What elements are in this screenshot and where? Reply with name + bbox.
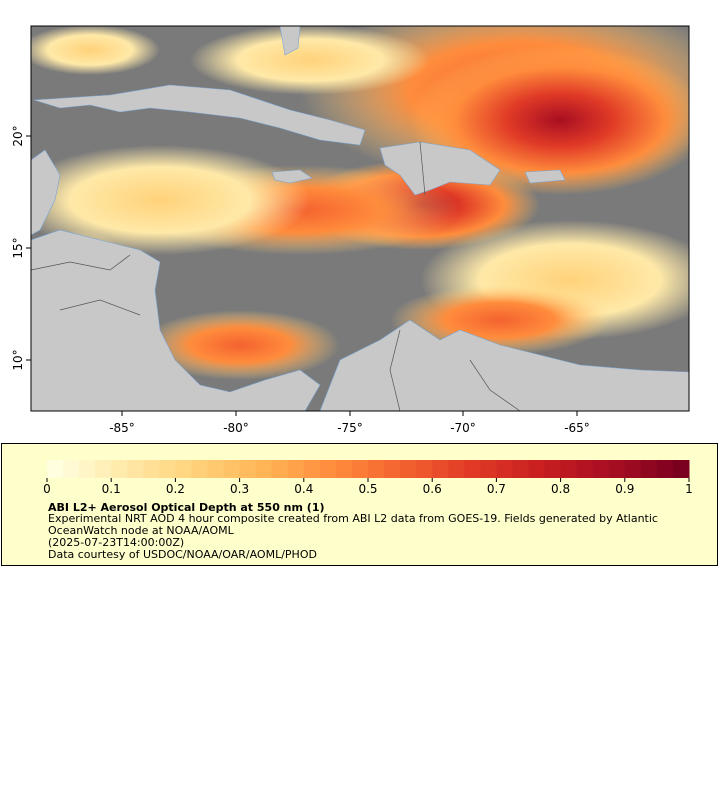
colorbar-tick-label: 0.8 <box>551 482 570 496</box>
jamaica <box>271 169 313 184</box>
yucatan <box>31 149 61 236</box>
colorbar-tick-label: 0.1 <box>102 482 121 496</box>
aod-plume <box>140 310 340 380</box>
border-line <box>31 254 131 271</box>
x-axis: -85° -80° -75° -70° -65° <box>109 411 590 435</box>
legend-timestamp: (2025-07-23T14:00:00Z) <box>48 536 185 549</box>
colorbar-cell <box>656 460 674 478</box>
cuba <box>33 84 366 146</box>
florida-tip <box>279 26 301 56</box>
colorbar-cell <box>464 460 481 478</box>
colorbar-cell <box>544 460 562 478</box>
colorbar-cell <box>640 460 658 478</box>
border-line <box>59 299 141 316</box>
legend-description: Experimental NRT AOD 4 hour composite cr… <box>48 513 688 561</box>
colorbar-cell <box>127 460 144 478</box>
colorbar-tick-label: 0.9 <box>615 482 634 496</box>
x-tick-label: -75° <box>337 421 363 435</box>
colorbar-cell <box>239 460 257 478</box>
colorbar-cell <box>143 460 160 478</box>
x-tick-label: -70° <box>450 421 476 435</box>
colorbar-cell <box>159 460 176 478</box>
colorbar-cell <box>335 460 353 478</box>
colorbar-cell <box>287 460 305 478</box>
colorbar-cell <box>400 460 417 478</box>
x-tick-label: -65° <box>564 421 590 435</box>
colorbar-cell <box>496 460 513 478</box>
colorbar-tick-label: 0.2 <box>166 482 185 496</box>
colorbar-cell <box>672 460 690 478</box>
colorbar-cell <box>175 460 192 478</box>
x-tick-label: -80° <box>223 421 249 435</box>
colorbar-cell <box>303 460 321 478</box>
colorbar: 0 0.1 0.2 0.3 0.4 0.5 0.6 0.7 0.8 0.9 1 <box>43 460 693 496</box>
aod-plume <box>31 145 310 255</box>
colorbar-tick-label: 0.6 <box>423 482 442 496</box>
colorbar-cell <box>368 460 385 478</box>
colorbar-cell <box>63 460 80 478</box>
colorbar-cell <box>319 460 337 478</box>
colorbar-tick-label: 1 <box>685 482 693 496</box>
colorbar-cell <box>592 460 610 478</box>
y-tick-label: 10° <box>11 349 25 370</box>
legend-credit: Data courtesy of USDOC/NOAA/OAR/AOML/PHO… <box>48 548 317 561</box>
colorbar-cell <box>448 460 465 478</box>
colorbar-tick-label: 0.5 <box>358 482 377 496</box>
aod-plume <box>190 26 430 95</box>
legend-desc-text: Experimental NRT AOD 4 hour composite cr… <box>48 512 658 537</box>
map-plot-area <box>31 26 689 411</box>
hispaniola <box>379 141 501 196</box>
colorbar-cell <box>47 460 64 478</box>
central-america <box>31 229 321 411</box>
colorbar-tick-label: 0.4 <box>294 482 313 496</box>
colorbar-cell <box>512 460 529 478</box>
landmasses <box>31 26 689 411</box>
colorbar-cell <box>191 460 208 478</box>
colorbar-cell <box>624 460 642 478</box>
puerto-rico <box>524 169 566 184</box>
border-line <box>419 141 426 196</box>
colorbar-cell <box>384 460 401 478</box>
border-line <box>389 329 401 411</box>
colorbar-ticks: 0 0.1 0.2 0.3 0.4 0.5 0.6 0.7 0.8 0.9 1 <box>43 478 693 496</box>
colorbar-cell <box>480 460 497 478</box>
colorbar-cell <box>79 460 96 478</box>
colorbar-cell <box>528 460 546 478</box>
colorbar-cell <box>207 460 225 478</box>
colorbar-cell <box>432 460 449 478</box>
colorbar-cell <box>351 460 369 478</box>
colorbar-tick-label: 0.7 <box>487 482 506 496</box>
colorbar-tick-label: 0 <box>43 482 51 496</box>
colorbar-cell <box>576 460 594 478</box>
colorbar-cell <box>271 460 289 478</box>
colorbar-cell <box>111 460 128 478</box>
colorbar-cell <box>95 460 112 478</box>
colorbar-cell <box>416 460 433 478</box>
south-america <box>319 319 689 411</box>
aod-plume <box>31 26 160 75</box>
map-figure: -85° -80° -75° -70° -65° 20° 15° 10° <box>11 25 690 435</box>
country-borders <box>31 141 521 411</box>
x-tick-label: -85° <box>109 421 135 435</box>
y-tick-label: 15° <box>11 237 25 258</box>
colorbar-cell <box>560 460 578 478</box>
y-axis: 20° 15° 10° <box>11 125 31 371</box>
colorbar-tick-label: 0.3 <box>230 482 249 496</box>
colorbar-cell <box>223 460 241 478</box>
legend-title: ABI L2+ Aerosol Optical Depth at 550 nm … <box>48 501 325 514</box>
colorbar-cells <box>47 460 690 478</box>
border-line <box>469 359 521 411</box>
colorbar-cell <box>608 460 626 478</box>
plot-frame <box>30 25 690 412</box>
colorbar-cell <box>255 460 273 478</box>
y-tick-label: 20° <box>11 125 25 146</box>
